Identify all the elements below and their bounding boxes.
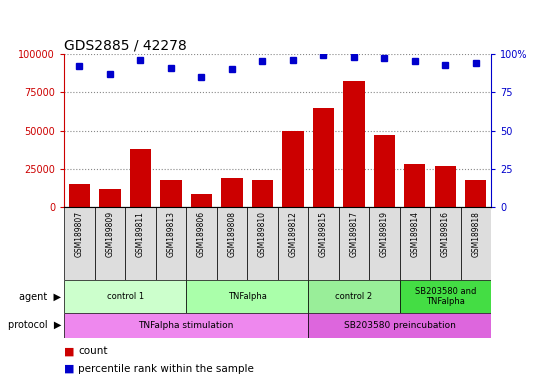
Bar xyxy=(282,131,304,207)
Text: GSM189819: GSM189819 xyxy=(380,211,389,257)
Bar xyxy=(308,207,339,280)
Bar xyxy=(339,207,369,280)
Bar xyxy=(278,207,308,280)
Bar xyxy=(404,164,426,207)
Text: GDS2885 / 42278: GDS2885 / 42278 xyxy=(64,39,187,53)
Text: GSM189818: GSM189818 xyxy=(472,211,480,257)
Text: ■: ■ xyxy=(64,364,75,374)
Bar xyxy=(460,207,491,280)
Text: GSM189806: GSM189806 xyxy=(197,211,206,257)
Bar xyxy=(430,207,460,280)
Text: TNFalpha stimulation: TNFalpha stimulation xyxy=(138,321,234,330)
Text: control 2: control 2 xyxy=(335,292,372,301)
Bar xyxy=(64,313,308,338)
Bar xyxy=(400,207,430,280)
Bar xyxy=(156,207,186,280)
Bar xyxy=(217,207,247,280)
Text: SB203580 and
TNFalpha: SB203580 and TNFalpha xyxy=(415,287,476,306)
Text: count: count xyxy=(78,346,108,356)
Text: GSM189807: GSM189807 xyxy=(75,211,84,257)
Text: GSM189816: GSM189816 xyxy=(441,211,450,257)
Text: GSM189809: GSM189809 xyxy=(105,211,114,257)
Text: GSM189812: GSM189812 xyxy=(288,211,297,257)
Bar xyxy=(308,313,491,338)
Bar xyxy=(252,180,273,207)
Bar xyxy=(191,194,212,207)
Text: agent  ▶: agent ▶ xyxy=(20,291,61,302)
Bar xyxy=(186,207,217,280)
Bar xyxy=(99,189,121,207)
Text: GSM189814: GSM189814 xyxy=(410,211,419,257)
Bar xyxy=(374,135,395,207)
Text: SB203580 preincubation: SB203580 preincubation xyxy=(344,321,455,330)
Bar xyxy=(435,166,456,207)
Text: TNFalpha: TNFalpha xyxy=(228,292,267,301)
Bar xyxy=(221,178,243,207)
Text: GSM189817: GSM189817 xyxy=(349,211,358,257)
Bar xyxy=(465,180,487,207)
Bar xyxy=(125,207,156,280)
Bar xyxy=(247,207,277,280)
Bar xyxy=(95,207,125,280)
Text: GSM189815: GSM189815 xyxy=(319,211,328,257)
Text: GSM189810: GSM189810 xyxy=(258,211,267,257)
Bar xyxy=(186,280,308,313)
Bar xyxy=(69,184,90,207)
Bar xyxy=(343,81,364,207)
Bar xyxy=(312,108,334,207)
Text: percentile rank within the sample: percentile rank within the sample xyxy=(78,364,254,374)
Bar xyxy=(64,280,186,313)
Text: control 1: control 1 xyxy=(107,292,144,301)
Text: GSM189813: GSM189813 xyxy=(166,211,175,257)
Bar xyxy=(369,207,400,280)
Bar xyxy=(308,280,400,313)
Bar xyxy=(160,180,181,207)
Text: protocol  ▶: protocol ▶ xyxy=(8,320,61,331)
Bar xyxy=(64,207,95,280)
Bar xyxy=(400,280,491,313)
Bar xyxy=(129,149,151,207)
Text: GSM189811: GSM189811 xyxy=(136,211,145,257)
Text: ■: ■ xyxy=(64,346,75,356)
Text: GSM189808: GSM189808 xyxy=(227,211,237,257)
